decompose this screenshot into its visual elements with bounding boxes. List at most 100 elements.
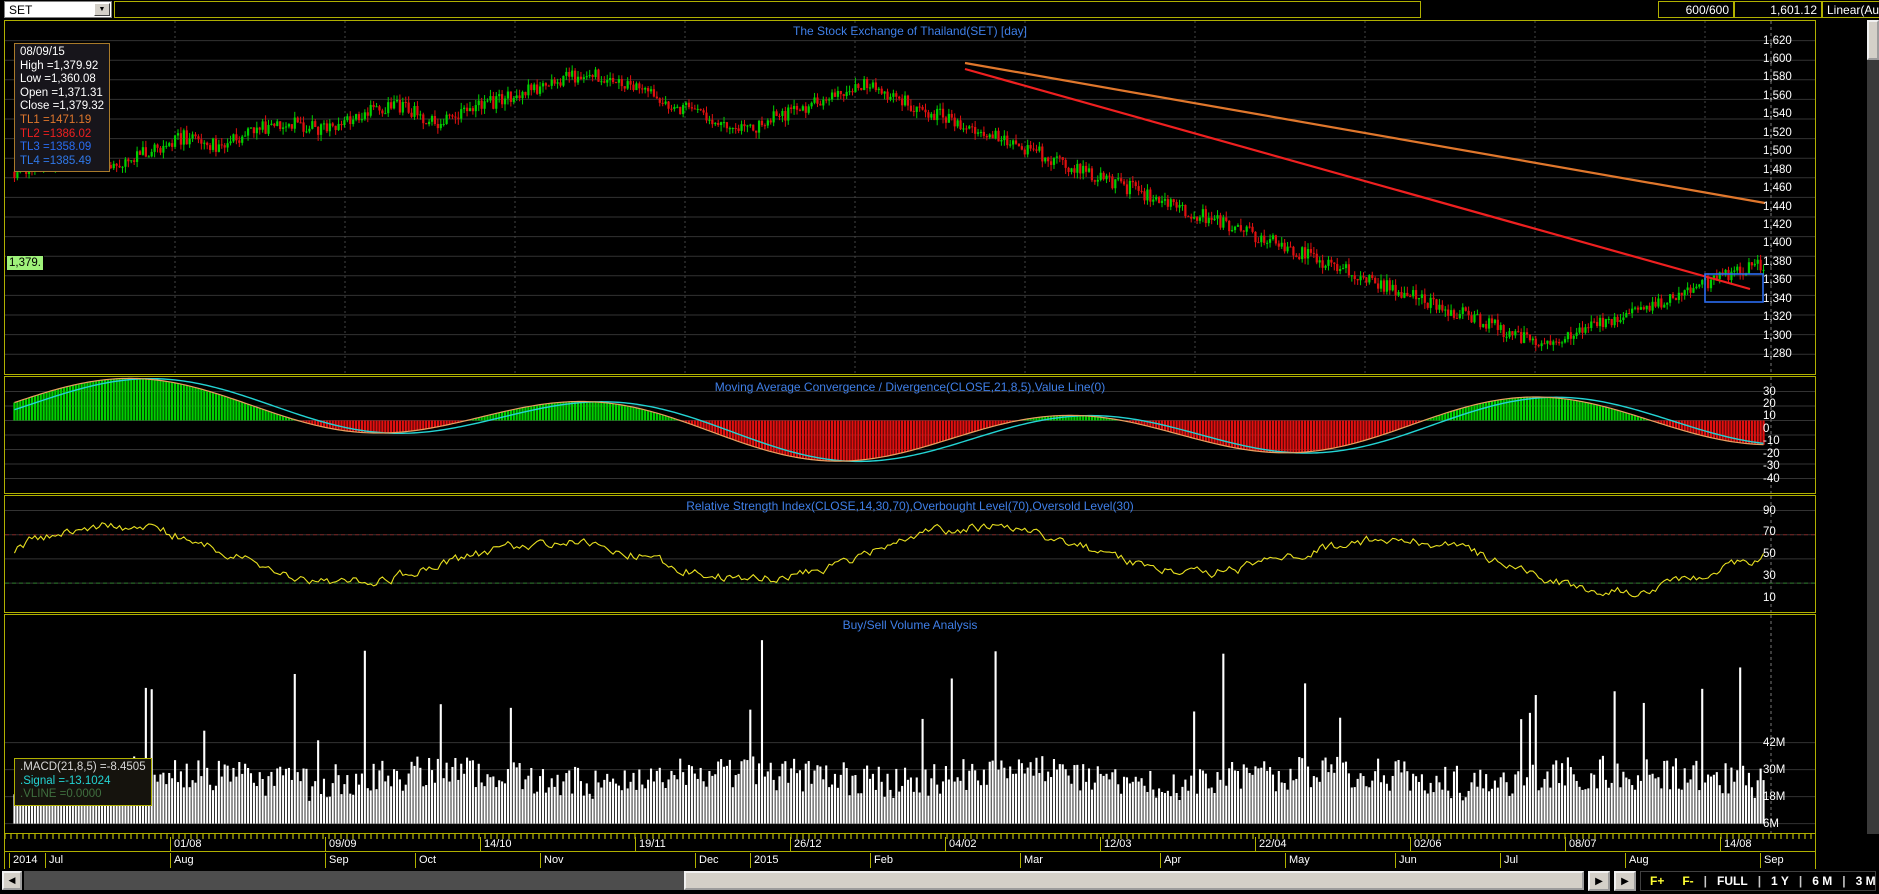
macd-panel[interactable]: Moving Average Convergence / Divergence(… bbox=[4, 376, 1816, 806]
volume-bar bbox=[1499, 777, 1502, 824]
macd-bar bbox=[314, 420, 317, 426]
vertical-scrollbar[interactable] bbox=[1867, 20, 1879, 834]
last-price-field[interactable]: 1,601.12 bbox=[1734, 1, 1822, 18]
volume-bar bbox=[568, 770, 571, 824]
timeframe-6m-button[interactable]: 6 M bbox=[1812, 874, 1833, 888]
macd-bar bbox=[1064, 415, 1067, 421]
volume-bar bbox=[282, 775, 285, 824]
date-tick-label: 01/08 bbox=[170, 837, 202, 852]
candle-body bbox=[1064, 159, 1067, 168]
candle-body bbox=[115, 163, 118, 166]
rsi-panel[interactable]: Relative Strength Index(CLOSE,14,30,70),… bbox=[4, 495, 1816, 613]
macd-bar bbox=[757, 420, 761, 449]
volume-bar bbox=[1645, 759, 1648, 824]
candle-body bbox=[220, 144, 223, 146]
month-axis[interactable]: 2014 Jul Aug Sep Oct Nov Dec 2015 Feb Mar Apr May Ju… bbox=[4, 852, 1816, 870]
play-forward-button[interactable]: ▶ bbox=[1614, 871, 1636, 891]
volume-bar bbox=[503, 783, 507, 824]
volume-bar bbox=[1385, 783, 1388, 824]
candle-body bbox=[1598, 317, 1602, 327]
macd-bar bbox=[518, 408, 521, 421]
chevron-down-icon[interactable]: ▼ bbox=[94, 3, 110, 16]
candle-body bbox=[1739, 266, 1742, 274]
info-tl4: TL4 =1385.49 bbox=[20, 154, 92, 167]
candle-body bbox=[1298, 256, 1301, 260]
volume-panel[interactable]: Buy/Sell Volume Analysis .Vol =9,905,146… bbox=[4, 614, 1816, 834]
volume-bar bbox=[763, 776, 766, 824]
candle-body bbox=[921, 106, 924, 110]
trendline-1 bbox=[964, 61, 1766, 205]
candle-body bbox=[1233, 226, 1237, 231]
volume-bar bbox=[1324, 757, 1327, 824]
volume-bar bbox=[851, 775, 854, 824]
volume-bar bbox=[1566, 757, 1569, 824]
price-plot-area[interactable] bbox=[5, 21, 1815, 374]
volume-bar bbox=[874, 789, 877, 824]
volume-bar bbox=[825, 765, 828, 824]
timeframe-1y-button[interactable]: 1 Y bbox=[1771, 874, 1789, 888]
macd-bar bbox=[1289, 420, 1292, 453]
candle-body bbox=[214, 138, 218, 152]
macd-y-axis[interactable]: 30 20 10 0 -10 -20 -30 -40 bbox=[1757, 377, 1815, 493]
volume-bar bbox=[1572, 774, 1575, 824]
candle-body bbox=[1464, 307, 1467, 311]
date-tick-axis[interactable]: 01/08 09/09 14/10 19/11 26/12 04/02 12/03 22/04… bbox=[4, 834, 1816, 852]
zoom-in-button[interactable]: F+ bbox=[1650, 874, 1665, 888]
candle-body bbox=[533, 84, 536, 91]
scroll-left-button[interactable]: ◀ bbox=[2, 871, 22, 890]
volume-bar bbox=[1248, 772, 1251, 824]
macd-bar bbox=[1155, 420, 1158, 429]
candle-body bbox=[1204, 209, 1207, 224]
macd-bar bbox=[1193, 420, 1196, 439]
macd-bar bbox=[1414, 420, 1418, 424]
zoom-out-button[interactable]: F- bbox=[1682, 874, 1694, 888]
macd-bar bbox=[176, 383, 180, 421]
volume-bar bbox=[1736, 770, 1739, 824]
macd-bar bbox=[1552, 397, 1555, 421]
vertical-scrollbar-thumb[interactable] bbox=[1867, 20, 1879, 60]
candle-body bbox=[1642, 307, 1645, 310]
macd-bar bbox=[1047, 416, 1050, 421]
macd-bar bbox=[1359, 420, 1362, 442]
macd-bar bbox=[1447, 412, 1450, 421]
horizontal-scrollbar-thumb[interactable] bbox=[684, 871, 1584, 890]
volume-bar bbox=[985, 784, 988, 824]
macd-bar bbox=[909, 420, 913, 451]
candle-body bbox=[1006, 135, 1009, 146]
bars-count-field[interactable]: 600/600 bbox=[1658, 1, 1734, 18]
volume-bar bbox=[679, 758, 682, 824]
candle-body bbox=[232, 134, 235, 142]
volume-bar bbox=[1622, 771, 1625, 824]
info-macd-value: .MACD(21,8,5) =-8.4505 bbox=[20, 761, 146, 773]
macd-plot-area[interactable] bbox=[5, 377, 1815, 493]
macd-bar bbox=[1619, 411, 1622, 421]
volume-bar bbox=[766, 771, 769, 824]
scroll-right-button[interactable]: ▶ bbox=[1588, 871, 1610, 891]
candle-body bbox=[1552, 341, 1555, 345]
candle-body bbox=[279, 121, 282, 129]
volume-bar bbox=[211, 790, 215, 824]
volume-bar bbox=[1712, 774, 1715, 824]
volume-bar bbox=[839, 774, 842, 824]
candle-body bbox=[842, 94, 845, 96]
volume-bar bbox=[1593, 774, 1596, 824]
price-y-axis[interactable]: 1,620 1,600 1,580 1,560 1,540 1,520 1,500 1,480… bbox=[1757, 21, 1815, 374]
timeframe-3m-button[interactable]: 3 M bbox=[1855, 874, 1876, 888]
timeframe-full-button[interactable]: FULL bbox=[1717, 874, 1748, 888]
symbol-selector[interactable]: SET ▼ bbox=[4, 1, 112, 18]
candle-body bbox=[171, 143, 174, 147]
volume-bar bbox=[410, 761, 413, 824]
candle-body bbox=[1163, 199, 1167, 201]
rsi-y-axis[interactable]: 90 70 50 30 10 bbox=[1757, 496, 1815, 612]
horizontal-scrollbar-track[interactable] bbox=[24, 871, 1584, 890]
rsi-plot-area[interactable] bbox=[5, 496, 1815, 612]
candle-body bbox=[506, 91, 510, 99]
volume-bar bbox=[293, 673, 296, 824]
price-chart-panel[interactable]: The Stock Exchange of Thailand(SET) [day… bbox=[4, 20, 1816, 375]
volume-y-axis[interactable]: 42M 30M 18M 6M bbox=[1757, 615, 1815, 833]
volume-bar bbox=[214, 785, 217, 824]
volume-plot-area[interactable] bbox=[5, 615, 1815, 833]
macd-bar bbox=[585, 401, 588, 421]
scale-mode-field[interactable]: Linear(Auto) bbox=[1822, 1, 1879, 18]
y-axis-tick: 1,620 bbox=[1763, 34, 1792, 47]
